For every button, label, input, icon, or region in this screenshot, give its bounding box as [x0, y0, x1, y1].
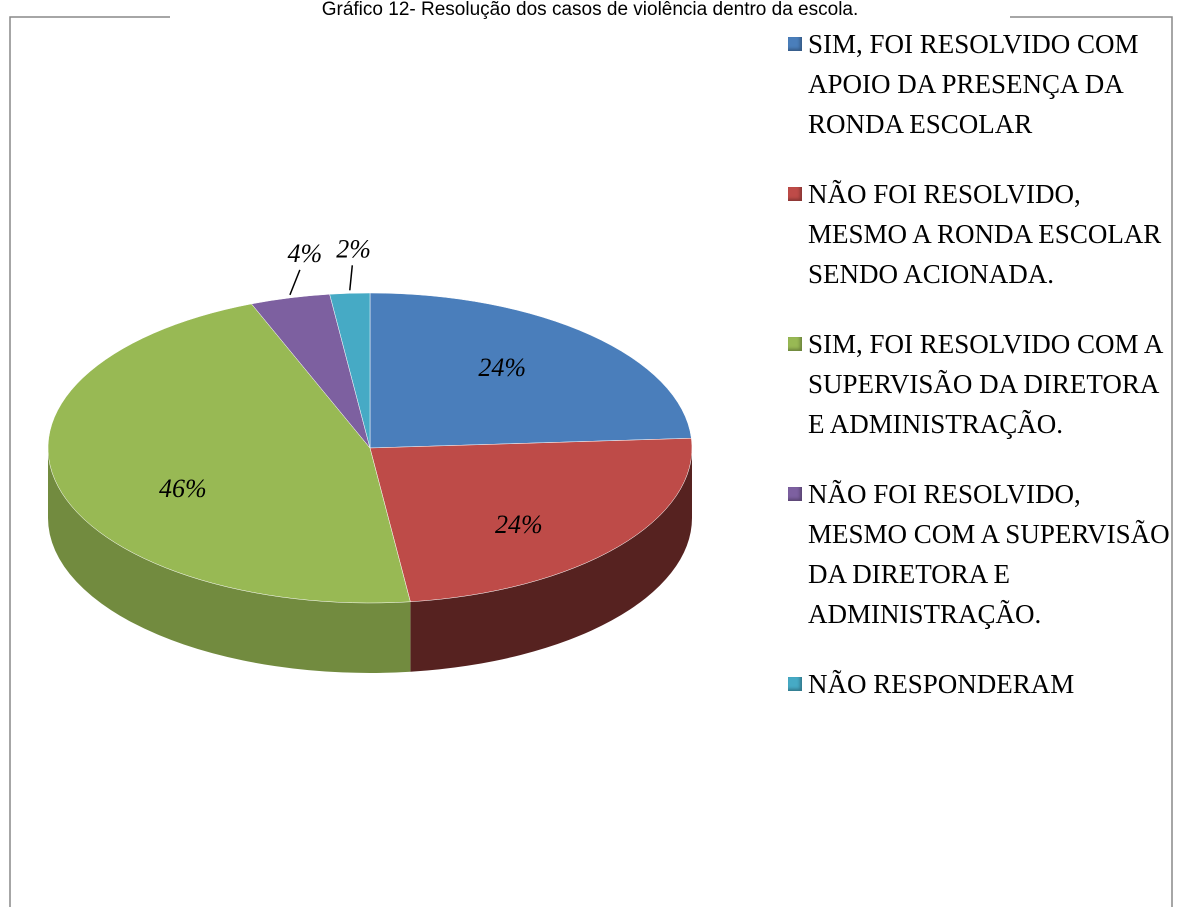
legend-swatch: [788, 187, 802, 201]
legend-swatch: [788, 487, 802, 501]
legend-item: NÃO RESPONDERAM: [788, 664, 1173, 704]
data-label: 46%: [159, 474, 207, 503]
slice-side: [48, 448, 411, 673]
legend-item: SIM, FOI RESOLVIDO COM A SUPERVISÃO DA D…: [788, 324, 1173, 444]
title-bg: [170, 0, 1010, 22]
legend: SIM, FOI RESOLVIDO COM APOIO DA PRESENÇA…: [788, 24, 1173, 704]
slice: [369, 438, 693, 672]
legend-label: NÃO FOI RESOLVIDO, MESMO COM A SUPERVISÃ…: [808, 479, 1170, 629]
slice: [329, 292, 371, 449]
legend-item: NÃO FOI RESOLVIDO, MESMO COM A SUPERVISÃ…: [788, 474, 1173, 634]
legend-item: SIM, FOI RESOLVIDO COM APOIO DA PRESENÇA…: [788, 24, 1173, 144]
slice-top: [329, 292, 371, 449]
leader-line: [349, 265, 354, 291]
slice-side: [410, 448, 692, 672]
slice-top: [369, 292, 692, 449]
legend-label: SIM, FOI RESOLVIDO COM APOIO DA PRESENÇA…: [808, 29, 1139, 139]
legend-item: NÃO FOI RESOLVIDO, MESMO A RONDA ESCOLAR…: [788, 174, 1173, 294]
chart-title: Gráfico 12- Resolução dos casos de violê…: [322, 0, 859, 20]
slice: [47, 303, 411, 673]
slice-top: [47, 303, 411, 604]
slice-top: [369, 438, 693, 603]
data-label: 24%: [478, 353, 526, 382]
slice: [369, 292, 692, 449]
data-label: 4%: [288, 239, 323, 268]
data-label: 2%: [336, 234, 371, 263]
legend-swatch: [788, 337, 802, 351]
legend-swatch: [788, 37, 802, 51]
leader-line: [289, 269, 301, 296]
legend-label: NÃO RESPONDERAM: [808, 669, 1075, 699]
legend-swatch: [788, 677, 802, 691]
legend-label: NÃO FOI RESOLVIDO, MESMO A RONDA ESCOLAR…: [808, 179, 1162, 289]
legend-label: SIM, FOI RESOLVIDO COM A SUPERVISÃO DA D…: [808, 329, 1162, 439]
data-label: 24%: [495, 510, 543, 539]
